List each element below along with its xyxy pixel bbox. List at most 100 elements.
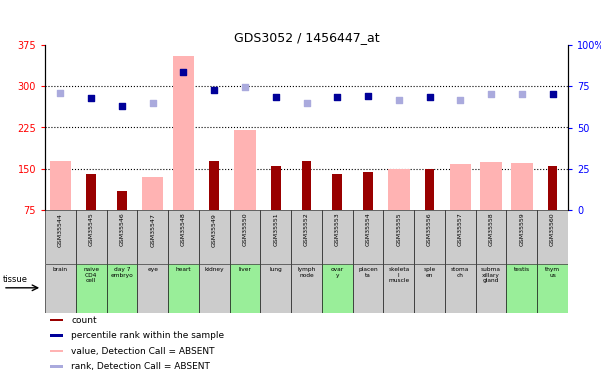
- Bar: [353, 264, 383, 313]
- Bar: [332, 174, 342, 210]
- Point: [148, 100, 157, 106]
- Point: [394, 97, 404, 103]
- Text: GSM35544: GSM35544: [58, 213, 63, 247]
- Bar: [475, 264, 507, 313]
- Bar: [302, 160, 311, 210]
- Text: GSM35556: GSM35556: [427, 213, 432, 246]
- Bar: [450, 164, 471, 210]
- Text: heart: heart: [175, 267, 191, 272]
- Text: brain: brain: [53, 267, 68, 272]
- Text: value, Detection Call = ABSENT: value, Detection Call = ABSENT: [71, 346, 215, 355]
- Text: GSM35560: GSM35560: [550, 213, 555, 246]
- Text: stoma
ch: stoma ch: [451, 267, 469, 278]
- Bar: [425, 169, 435, 210]
- Bar: [260, 210, 291, 264]
- Point: [271, 94, 281, 100]
- Text: GSM35546: GSM35546: [120, 213, 124, 246]
- Bar: [76, 264, 106, 313]
- Bar: [87, 174, 96, 210]
- Bar: [507, 264, 537, 313]
- Bar: [511, 163, 532, 210]
- Text: count: count: [71, 316, 97, 325]
- Bar: [414, 210, 445, 264]
- Text: GSM35553: GSM35553: [335, 213, 340, 246]
- Point: [240, 84, 250, 90]
- Point: [87, 95, 96, 101]
- Bar: [537, 264, 568, 313]
- Bar: [353, 210, 383, 264]
- Bar: [106, 264, 138, 313]
- Bar: [50, 365, 63, 368]
- Bar: [414, 264, 445, 313]
- Bar: [117, 191, 127, 210]
- Bar: [50, 160, 71, 210]
- Bar: [475, 210, 507, 264]
- Point: [302, 100, 311, 106]
- Text: GSM35549: GSM35549: [212, 213, 217, 247]
- Point: [456, 97, 465, 103]
- Text: rank, Detection Call = ABSENT: rank, Detection Call = ABSENT: [71, 362, 210, 371]
- Bar: [383, 264, 414, 313]
- Text: GSM35552: GSM35552: [304, 213, 309, 246]
- Text: lung: lung: [269, 267, 282, 272]
- Bar: [106, 210, 138, 264]
- Bar: [50, 350, 63, 352]
- Point: [178, 69, 188, 75]
- Text: GSM35555: GSM35555: [396, 213, 401, 246]
- Point: [332, 94, 342, 100]
- Bar: [168, 264, 199, 313]
- Text: day 7
embryо: day 7 embryо: [111, 267, 133, 278]
- Bar: [172, 56, 194, 210]
- Text: GSM35559: GSM35559: [519, 213, 524, 246]
- Text: GSM35558: GSM35558: [489, 213, 493, 246]
- Bar: [271, 166, 281, 210]
- Text: eye: eye: [147, 267, 158, 272]
- Bar: [322, 264, 353, 313]
- Text: percentile rank within the sample: percentile rank within the sample: [71, 331, 224, 340]
- Bar: [230, 210, 260, 264]
- Bar: [322, 210, 353, 264]
- Text: naive
CD4
cell: naive CD4 cell: [83, 267, 99, 284]
- Bar: [537, 210, 568, 264]
- Bar: [363, 171, 373, 210]
- Bar: [383, 210, 414, 264]
- Bar: [45, 264, 76, 313]
- Bar: [480, 162, 502, 210]
- Point: [548, 92, 557, 98]
- Text: GSM35551: GSM35551: [273, 213, 278, 246]
- Bar: [168, 210, 199, 264]
- Bar: [291, 210, 322, 264]
- Point: [486, 92, 496, 98]
- Bar: [548, 166, 557, 210]
- Bar: [260, 264, 291, 313]
- Text: liver: liver: [239, 267, 251, 272]
- Text: GSM35557: GSM35557: [458, 213, 463, 246]
- Bar: [138, 210, 168, 264]
- Text: GSM35545: GSM35545: [89, 213, 94, 246]
- Text: skeleta
l
muscle: skeleta l muscle: [388, 267, 409, 284]
- Text: tissue: tissue: [3, 275, 28, 284]
- Bar: [138, 264, 168, 313]
- Text: ovar
y: ovar y: [331, 267, 344, 278]
- Bar: [291, 264, 322, 313]
- Text: GSM35547: GSM35547: [150, 213, 155, 247]
- Bar: [234, 130, 256, 210]
- Bar: [230, 264, 260, 313]
- Bar: [445, 210, 475, 264]
- Point: [117, 102, 127, 108]
- Text: GSM35550: GSM35550: [242, 213, 248, 246]
- Bar: [50, 334, 63, 337]
- Text: thym
us: thym us: [545, 267, 560, 278]
- Bar: [50, 319, 63, 321]
- Point: [425, 94, 435, 100]
- Text: GSM35548: GSM35548: [181, 213, 186, 246]
- Bar: [507, 210, 537, 264]
- Point: [56, 90, 66, 96]
- Point: [363, 93, 373, 99]
- Text: GSM35554: GSM35554: [365, 213, 371, 246]
- Text: placen
ta: placen ta: [358, 267, 378, 278]
- Title: GDS3052 / 1456447_at: GDS3052 / 1456447_at: [234, 31, 379, 44]
- Point: [517, 92, 526, 98]
- Bar: [445, 264, 475, 313]
- Bar: [142, 177, 163, 210]
